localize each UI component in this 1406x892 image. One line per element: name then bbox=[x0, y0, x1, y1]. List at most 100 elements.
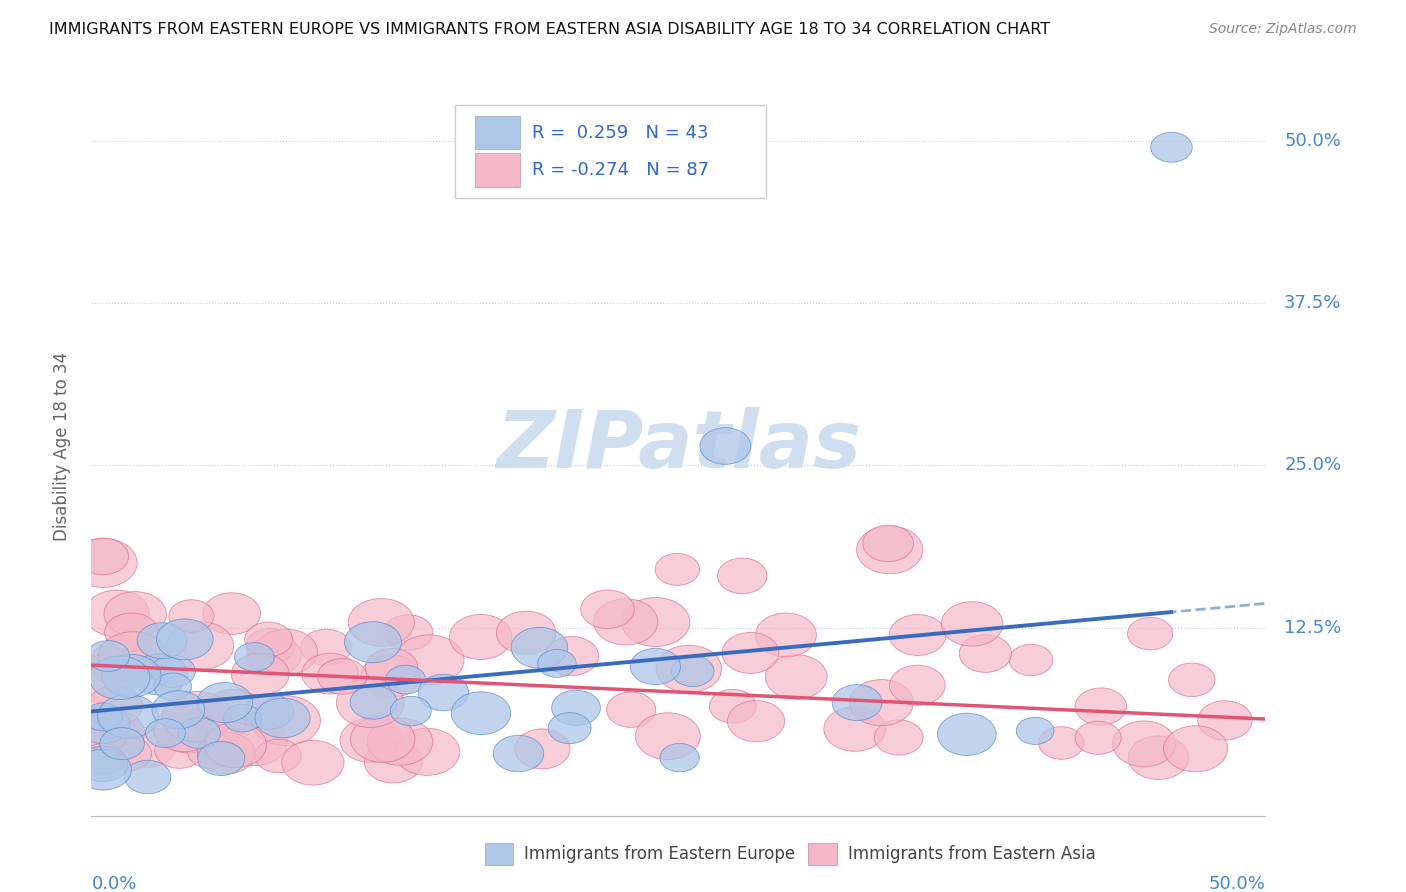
Ellipse shape bbox=[131, 654, 187, 695]
Ellipse shape bbox=[156, 619, 214, 660]
FancyBboxPatch shape bbox=[475, 153, 520, 186]
Ellipse shape bbox=[177, 718, 221, 748]
Ellipse shape bbox=[97, 694, 159, 739]
Ellipse shape bbox=[496, 611, 555, 654]
Ellipse shape bbox=[1112, 721, 1175, 767]
Text: 25.0%: 25.0% bbox=[1284, 457, 1341, 475]
Ellipse shape bbox=[350, 685, 396, 719]
Ellipse shape bbox=[832, 684, 882, 721]
Ellipse shape bbox=[153, 673, 191, 700]
Ellipse shape bbox=[755, 613, 817, 657]
Y-axis label: Disability Age 18 to 34: Disability Age 18 to 34 bbox=[52, 351, 70, 541]
Ellipse shape bbox=[254, 629, 318, 674]
Bar bbox=[808, 843, 837, 865]
Ellipse shape bbox=[153, 706, 217, 752]
Text: 0.0%: 0.0% bbox=[91, 875, 136, 892]
Ellipse shape bbox=[451, 692, 510, 735]
Ellipse shape bbox=[672, 656, 714, 687]
Ellipse shape bbox=[606, 692, 655, 727]
Ellipse shape bbox=[384, 615, 433, 650]
Ellipse shape bbox=[162, 714, 214, 753]
Ellipse shape bbox=[336, 679, 404, 728]
Ellipse shape bbox=[1150, 132, 1192, 162]
Ellipse shape bbox=[1017, 717, 1054, 745]
Ellipse shape bbox=[630, 648, 681, 685]
Ellipse shape bbox=[155, 732, 204, 768]
Ellipse shape bbox=[195, 706, 246, 743]
Ellipse shape bbox=[104, 613, 159, 652]
Ellipse shape bbox=[340, 718, 402, 763]
Ellipse shape bbox=[544, 637, 599, 675]
Ellipse shape bbox=[302, 653, 359, 694]
Ellipse shape bbox=[254, 698, 311, 738]
Text: R = -0.274   N = 87: R = -0.274 N = 87 bbox=[531, 161, 709, 178]
Ellipse shape bbox=[515, 729, 569, 769]
Ellipse shape bbox=[198, 741, 245, 775]
Ellipse shape bbox=[104, 591, 166, 637]
Ellipse shape bbox=[90, 656, 150, 699]
Ellipse shape bbox=[1039, 727, 1084, 759]
Ellipse shape bbox=[82, 744, 125, 774]
Ellipse shape bbox=[197, 682, 253, 723]
Ellipse shape bbox=[581, 590, 634, 629]
Ellipse shape bbox=[197, 732, 254, 774]
Text: 37.5%: 37.5% bbox=[1284, 294, 1341, 312]
Ellipse shape bbox=[169, 599, 214, 632]
Text: 50.0%: 50.0% bbox=[1209, 875, 1265, 892]
Ellipse shape bbox=[222, 718, 288, 765]
Ellipse shape bbox=[101, 655, 160, 698]
Ellipse shape bbox=[537, 649, 576, 677]
Ellipse shape bbox=[69, 539, 138, 588]
Ellipse shape bbox=[350, 716, 415, 763]
Ellipse shape bbox=[252, 696, 321, 746]
Ellipse shape bbox=[824, 706, 886, 751]
Ellipse shape bbox=[512, 627, 568, 668]
Ellipse shape bbox=[246, 629, 295, 664]
Ellipse shape bbox=[231, 653, 290, 695]
Ellipse shape bbox=[1128, 617, 1173, 650]
Ellipse shape bbox=[1168, 663, 1215, 697]
Ellipse shape bbox=[73, 707, 134, 751]
Ellipse shape bbox=[76, 705, 129, 744]
Ellipse shape bbox=[659, 743, 699, 772]
Text: Source: ZipAtlas.com: Source: ZipAtlas.com bbox=[1209, 22, 1357, 37]
Ellipse shape bbox=[84, 711, 145, 754]
Ellipse shape bbox=[636, 713, 700, 760]
Ellipse shape bbox=[395, 635, 464, 685]
Ellipse shape bbox=[121, 727, 176, 767]
Ellipse shape bbox=[235, 642, 274, 672]
Ellipse shape bbox=[318, 658, 367, 694]
Ellipse shape bbox=[77, 538, 128, 574]
Ellipse shape bbox=[100, 728, 145, 760]
Ellipse shape bbox=[80, 719, 127, 753]
Bar bbox=[485, 843, 513, 865]
Ellipse shape bbox=[90, 638, 159, 688]
Text: Immigrants from Eastern Europe: Immigrants from Eastern Europe bbox=[524, 845, 796, 863]
Ellipse shape bbox=[391, 697, 432, 726]
Ellipse shape bbox=[450, 615, 512, 659]
Ellipse shape bbox=[84, 591, 149, 637]
Ellipse shape bbox=[84, 703, 122, 731]
Ellipse shape bbox=[245, 694, 294, 730]
Text: IMMIGRANTS FROM EASTERN EUROPE VS IMMIGRANTS FROM EASTERN ASIA DISABILITY AGE 18: IMMIGRANTS FROM EASTERN EUROPE VS IMMIGR… bbox=[49, 22, 1050, 37]
FancyBboxPatch shape bbox=[456, 105, 766, 198]
Ellipse shape bbox=[723, 632, 779, 673]
Ellipse shape bbox=[145, 719, 186, 747]
Ellipse shape bbox=[394, 728, 460, 775]
Ellipse shape bbox=[765, 655, 827, 699]
Ellipse shape bbox=[875, 720, 924, 755]
Ellipse shape bbox=[364, 741, 422, 783]
Ellipse shape bbox=[1010, 644, 1053, 676]
Ellipse shape bbox=[717, 558, 766, 594]
Ellipse shape bbox=[281, 740, 344, 785]
Ellipse shape bbox=[125, 760, 172, 794]
Ellipse shape bbox=[79, 747, 128, 781]
Ellipse shape bbox=[727, 700, 785, 742]
Ellipse shape bbox=[360, 655, 420, 698]
Ellipse shape bbox=[593, 599, 658, 645]
Ellipse shape bbox=[856, 526, 922, 574]
Ellipse shape bbox=[367, 718, 433, 765]
Ellipse shape bbox=[385, 665, 426, 694]
Ellipse shape bbox=[621, 598, 690, 647]
Ellipse shape bbox=[254, 739, 301, 772]
